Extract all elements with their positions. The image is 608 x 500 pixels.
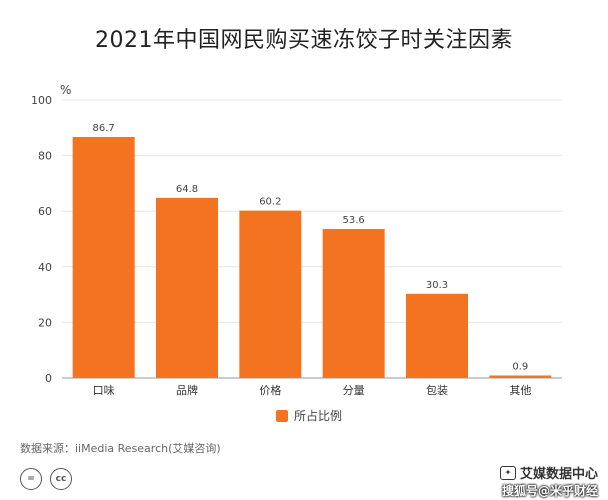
- data-label: 53.6: [343, 215, 365, 226]
- data-label: 86.7: [93, 123, 115, 134]
- x-tick-label: 口味: [93, 384, 115, 397]
- bar: [239, 210, 302, 378]
- chart-title: 2021年中国网民购买速冻饺子时关注因素: [95, 28, 513, 53]
- data-label: 64.8: [176, 184, 198, 195]
- legend-swatch: [276, 409, 288, 422]
- x-tick-label: 分量: [343, 384, 365, 397]
- x-tick-label: 品牌: [176, 383, 198, 397]
- x-tick-label: 其他: [509, 384, 531, 397]
- data-label: 60.2: [259, 197, 281, 208]
- y-tick-label: 80: [38, 150, 52, 163]
- data-label: 0.9: [512, 361, 528, 372]
- brand-name: 艾媒数据中心: [519, 467, 598, 482]
- bar: [72, 136, 135, 378]
- x-tick-label: 价格: [259, 383, 281, 397]
- bar: [489, 375, 552, 378]
- watermark: 搜狐号@米乎财经: [501, 484, 598, 498]
- y-tick-label: 20: [38, 316, 52, 329]
- y-tick-label: 40: [38, 261, 52, 274]
- y-tick-label: 100: [31, 94, 52, 107]
- bars: 86.7 64.8 60.2 53.6 30.3 0.9: [72, 123, 552, 378]
- source-note: 数据来源：iiMedia Research(艾媒咨询): [20, 442, 221, 455]
- creative-commons-cc-icon: cc: [50, 468, 72, 490]
- brand: ✦ 艾媒数据中心: [499, 463, 598, 482]
- creative-commons-equal-icon: =: [20, 468, 42, 490]
- legend-label: 所占比例: [294, 409, 343, 423]
- y-unit-label: %: [60, 83, 71, 97]
- x-tick-labels: 口味 品牌 价格 分量 包装 其他: [93, 383, 532, 397]
- bar: [406, 293, 468, 378]
- y-tick-label: 0: [45, 372, 52, 385]
- grid-lines: [62, 99, 562, 323]
- y-tick-label: 60: [38, 205, 52, 218]
- brand-logo-icon: ✦: [499, 465, 516, 480]
- bar: [156, 197, 218, 378]
- data-label: 30.3: [426, 280, 448, 291]
- y-tick-labels: 0 20 40 60 80 100: [31, 94, 52, 385]
- bar: [322, 228, 385, 378]
- license-icons: = cc: [20, 468, 72, 490]
- x-tick-label: 包装: [426, 384, 448, 397]
- legend: 所占比例: [276, 407, 342, 424]
